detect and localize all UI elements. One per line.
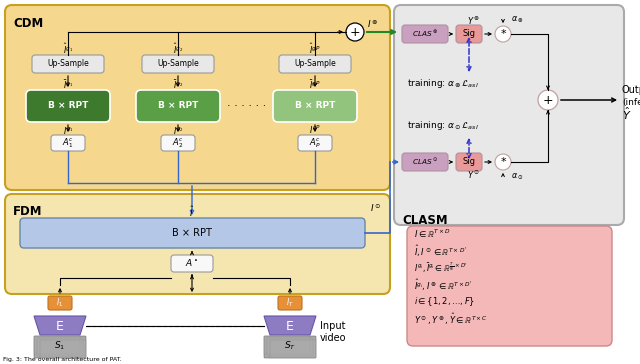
FancyBboxPatch shape <box>48 296 72 310</box>
FancyBboxPatch shape <box>142 55 214 73</box>
FancyBboxPatch shape <box>161 135 195 151</box>
Text: $Y^\odot$: $Y^\odot$ <box>467 169 481 181</box>
Text: $I^\otimes$: $I^\otimes$ <box>367 18 379 30</box>
FancyBboxPatch shape <box>456 25 482 43</box>
Text: Fig. 3: The overall architecture of PAT.: Fig. 3: The overall architecture of PAT. <box>3 357 122 362</box>
Text: $\hat{I}, I^\odot \in \mathbb{R}^{T \times D^\prime}$: $\hat{I}, I^\odot \in \mathbb{R}^{T \tim… <box>414 243 467 259</box>
Text: · · · · · ·: · · · · · · <box>227 101 267 111</box>
Text: Up-Sample: Up-Sample <box>47 59 89 68</box>
Text: training: $\alpha_\odot\mathcal{L}_{asl}$: training: $\alpha_\odot\mathcal{L}_{asl}… <box>407 119 479 131</box>
FancyBboxPatch shape <box>402 25 448 43</box>
Circle shape <box>538 90 558 110</box>
FancyBboxPatch shape <box>136 90 220 122</box>
Text: +: + <box>543 94 554 107</box>
Text: Input
video: Input video <box>320 321 346 343</box>
Polygon shape <box>264 316 316 335</box>
Text: $I^{g_i}, \bar{I}^{g_i} \in \mathbb{R}^{\frac{T}{g_i} \times D^\prime}$: $I^{g_i}, \bar{I}^{g_i} \in \mathbb{R}^{… <box>414 261 468 275</box>
Text: $CLAS^\otimes$: $CLAS^\otimes$ <box>412 29 438 39</box>
FancyBboxPatch shape <box>298 135 332 151</box>
FancyBboxPatch shape <box>5 194 390 294</box>
Text: CLASM: CLASM <box>402 214 447 227</box>
Text: CDM: CDM <box>13 17 44 30</box>
FancyBboxPatch shape <box>37 338 83 356</box>
Text: $\bar{I}^{g_2}$: $\bar{I}^{g_2}$ <box>173 79 183 91</box>
FancyBboxPatch shape <box>51 135 85 151</box>
Text: $Y^\odot, Y^\otimes, \hat{Y} \in \mathbb{R}^{T \times C}$: $Y^\odot, Y^\otimes, \hat{Y} \in \mathbb… <box>414 311 488 327</box>
Text: $A_2^c$: $A_2^c$ <box>172 136 184 150</box>
Text: Output: Output <box>622 85 640 95</box>
FancyBboxPatch shape <box>279 55 351 73</box>
Text: Up-Sample: Up-Sample <box>157 59 199 68</box>
Text: +: + <box>349 26 360 39</box>
Text: E: E <box>286 320 294 332</box>
FancyBboxPatch shape <box>5 5 390 190</box>
Text: $\hat{I}$: $\hat{I}$ <box>189 205 195 219</box>
Text: $I_1$: $I_1$ <box>56 297 63 309</box>
Text: Up-Sample: Up-Sample <box>294 59 336 68</box>
Polygon shape <box>34 316 86 335</box>
Text: $I^{g_2}$: $I^{g_2}$ <box>173 124 183 135</box>
Text: $i \in \{1, 2, \ldots, F\}$: $i \in \{1, 2, \ldots, F\}$ <box>414 296 476 308</box>
Text: $I_T$: $I_T$ <box>286 297 294 309</box>
Text: $\hat{I}^{gP}$: $\hat{I}^{gP}$ <box>309 42 321 56</box>
Text: $I^{gP}$: $I^{gP}$ <box>309 124 321 136</box>
FancyBboxPatch shape <box>402 153 448 171</box>
Text: $\bar{I}^{gP}$: $\bar{I}^{gP}$ <box>309 79 321 91</box>
Text: $A_1^c$: $A_1^c$ <box>62 136 74 150</box>
Text: $A_P^c$: $A_P^c$ <box>309 136 321 150</box>
Text: $S_T$: $S_T$ <box>284 340 296 352</box>
Text: B × RPT: B × RPT <box>172 228 212 238</box>
Text: $\hat{I}^{g_1}$: $\hat{I}^{g_1}$ <box>63 42 73 56</box>
FancyBboxPatch shape <box>34 336 80 354</box>
Text: (inference): (inference) <box>622 98 640 107</box>
Text: FDM: FDM <box>13 205 42 218</box>
FancyBboxPatch shape <box>407 226 612 346</box>
FancyBboxPatch shape <box>264 336 310 354</box>
FancyBboxPatch shape <box>32 55 104 73</box>
FancyBboxPatch shape <box>267 338 313 356</box>
FancyBboxPatch shape <box>40 340 86 358</box>
FancyBboxPatch shape <box>270 340 316 358</box>
Text: B × RPT: B × RPT <box>48 102 88 111</box>
Text: E: E <box>56 320 64 332</box>
Text: $\hat{I}^{g_2}$: $\hat{I}^{g_2}$ <box>173 42 183 56</box>
FancyBboxPatch shape <box>26 90 110 122</box>
Text: Sig: Sig <box>463 158 476 166</box>
Text: $A^\bullet$: $A^\bullet$ <box>186 257 198 269</box>
Text: $I \in \mathbb{R}^{T \times D}$: $I \in \mathbb{R}^{T \times D}$ <box>414 228 451 240</box>
Text: B × RPT: B × RPT <box>295 102 335 111</box>
Text: $Y^\otimes$: $Y^\otimes$ <box>467 15 481 27</box>
Text: Sig: Sig <box>463 29 476 39</box>
Circle shape <box>495 154 511 170</box>
FancyBboxPatch shape <box>394 5 624 225</box>
FancyBboxPatch shape <box>20 218 365 248</box>
Text: $I^\odot$: $I^\odot$ <box>370 202 381 214</box>
Text: B × RPT: B × RPT <box>158 102 198 111</box>
FancyBboxPatch shape <box>171 255 213 272</box>
Text: training: $\alpha_\otimes\mathcal{L}_{asl}$: training: $\alpha_\otimes\mathcal{L}_{as… <box>407 76 479 90</box>
FancyBboxPatch shape <box>264 336 316 358</box>
FancyBboxPatch shape <box>34 336 86 358</box>
Text: $I^{g_1}$: $I^{g_1}$ <box>63 124 74 135</box>
FancyBboxPatch shape <box>278 296 302 310</box>
Text: $\hat{Y}$: $\hat{Y}$ <box>622 106 632 122</box>
Text: *: * <box>500 29 506 40</box>
Text: $CLAS^\odot$: $CLAS^\odot$ <box>412 157 438 167</box>
Text: $S_1$: $S_1$ <box>54 340 66 352</box>
Text: $\hat{I}^{g_i}, I^\otimes \in \mathbb{R}^{T \times D^\prime}$: $\hat{I}^{g_i}, I^\otimes \in \mathbb{R}… <box>414 277 472 293</box>
Text: $\alpha_\odot$: $\alpha_\odot$ <box>511 172 524 182</box>
Text: $\bar{I}^{g_1}$: $\bar{I}^{g_1}$ <box>63 79 73 91</box>
Circle shape <box>495 26 511 42</box>
FancyBboxPatch shape <box>273 90 357 122</box>
Text: *: * <box>500 158 506 167</box>
FancyBboxPatch shape <box>456 153 482 171</box>
Text: $\alpha_\otimes$: $\alpha_\otimes$ <box>511 15 524 25</box>
Circle shape <box>346 23 364 41</box>
